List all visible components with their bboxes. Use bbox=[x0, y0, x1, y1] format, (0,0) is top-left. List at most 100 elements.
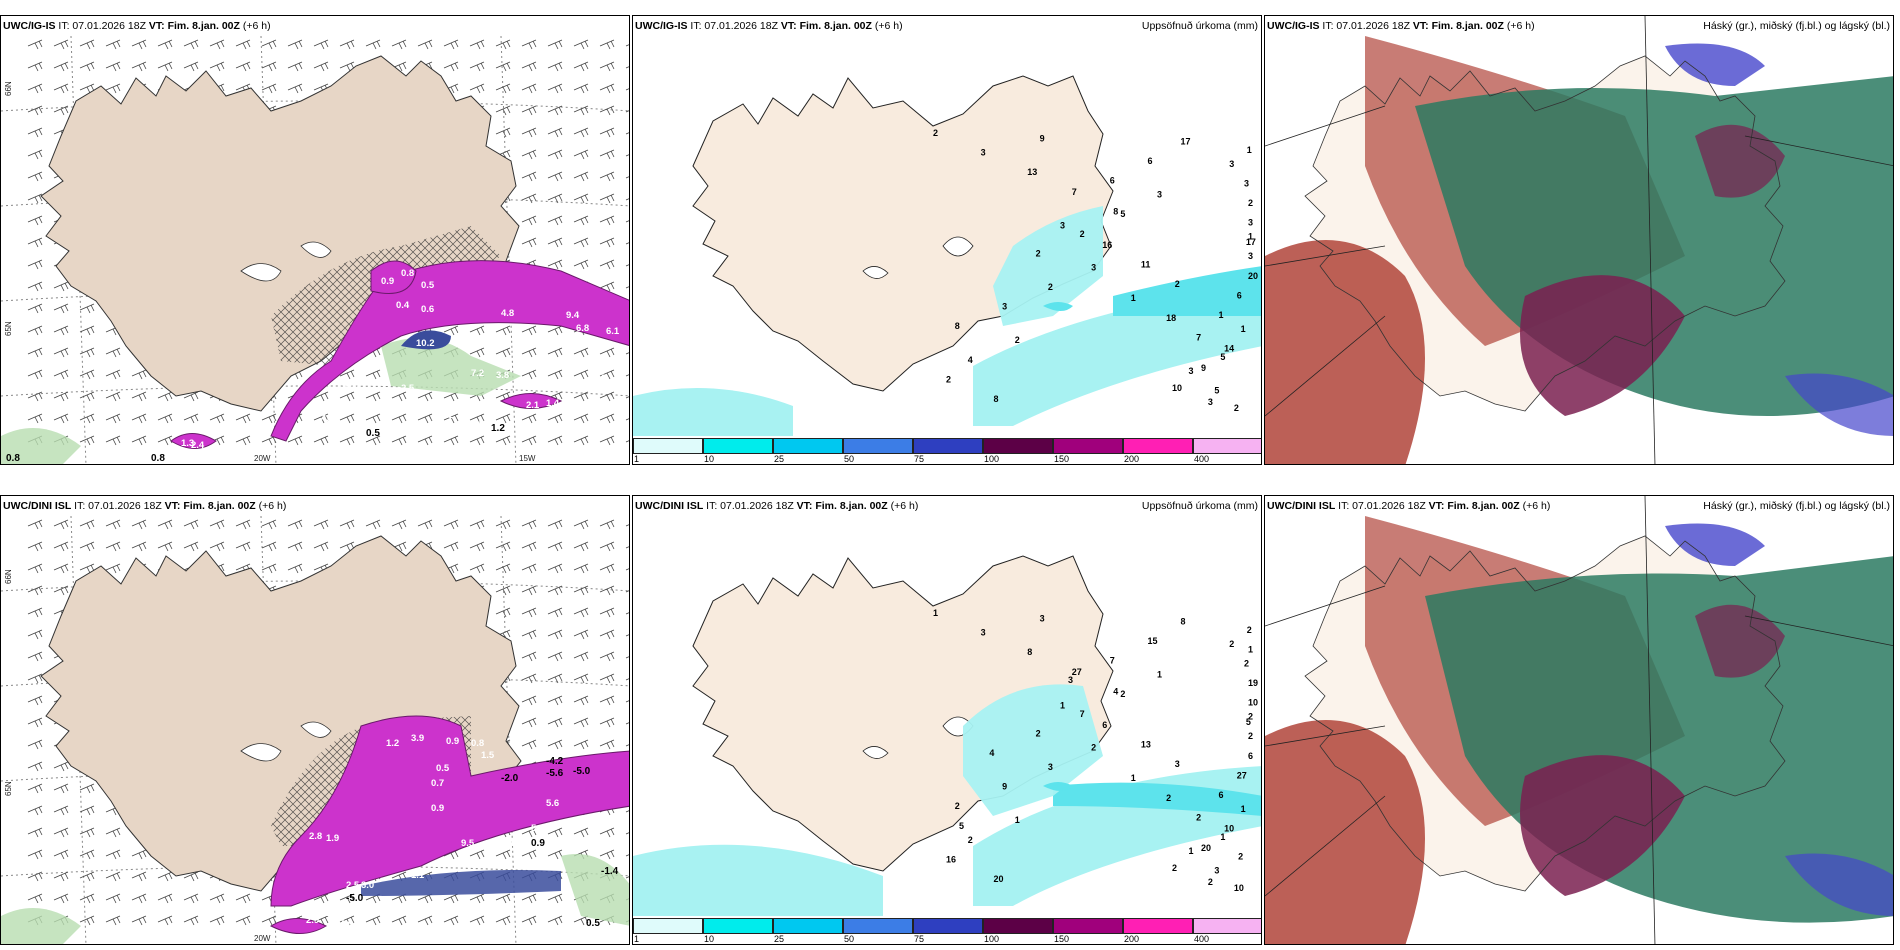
temp-label: -5.0 bbox=[346, 893, 364, 904]
temp-label: 0.5 bbox=[421, 280, 435, 291]
temp-label: 7.2 bbox=[471, 368, 484, 379]
precip-value: 20 bbox=[1248, 271, 1258, 281]
temp-label: 0.9 bbox=[531, 838, 545, 849]
precip-value: 1 bbox=[1218, 310, 1223, 320]
precip-value: 1 bbox=[1241, 804, 1246, 814]
panel-title: UWC/DINI ISL IT: 07.01.2026 18Z VT: Fim.… bbox=[1267, 500, 1551, 512]
colorbar-tick: 100 bbox=[984, 454, 1000, 464]
field-label: Uppsöfnuð úrkoma (mm) bbox=[1141, 20, 1258, 32]
precip-value: 4 bbox=[989, 748, 994, 758]
precip-value: 2 bbox=[1208, 877, 1213, 887]
axis-label: 15W bbox=[519, 454, 536, 463]
colorbar-tick: 100 bbox=[984, 934, 1000, 944]
temp-label: 0.8 bbox=[321, 933, 334, 944]
temp-label: 3.0 bbox=[491, 858, 504, 869]
temp-label: 1.3 bbox=[181, 438, 194, 449]
temp-label: 0.5 bbox=[586, 918, 600, 929]
temp-label: 1.2 bbox=[441, 410, 454, 421]
panel-wind-temp-dini: UWC/DINI ISL IT: 07.01.2026 18Z VT: Fim.… bbox=[0, 495, 630, 945]
map-precip: 1212211121132223322861086161991072151320… bbox=[633, 555, 1261, 916]
precip-value: 16 bbox=[1102, 240, 1112, 250]
temp-label: 0.9 bbox=[431, 803, 444, 814]
colorbar-tick: 25 bbox=[774, 454, 785, 464]
precip-value: 1 bbox=[1060, 700, 1065, 710]
precip-value: 17 bbox=[1180, 136, 1190, 146]
precip-value: 7 bbox=[1080, 709, 1085, 719]
precip-value: 3 bbox=[1248, 218, 1253, 228]
temp-label: -4.2 bbox=[546, 756, 564, 767]
colorbar-swatch bbox=[983, 918, 1053, 934]
temp-label: 0.4 bbox=[396, 300, 410, 311]
temp-label: 0.8 bbox=[6, 453, 20, 464]
map-wind-temp: 0.9 0.8 0.5 0.4 0.6 4.8 9.4 6.8 6.1 10.2 1.7 4.0 2.5… bbox=[1, 35, 629, 464]
precip-value: 2 bbox=[1248, 731, 1253, 741]
precip-value: 1 bbox=[1247, 145, 1252, 155]
panel-title: UWC/IG-IS IT: 07.01.2026 18Z VT: Fim. 8.… bbox=[3, 20, 271, 32]
precip-value: 15 bbox=[1147, 636, 1157, 646]
axis-label: 65N bbox=[4, 321, 13, 336]
precip-value: 1 bbox=[1241, 324, 1246, 334]
precip-value: 2 bbox=[1015, 335, 1020, 345]
temp-label: 2.5 bbox=[346, 880, 360, 891]
panel-precip-dini: UWC/DINI ISL IT: 07.01.2026 18Z VT: Fim.… bbox=[632, 495, 1262, 945]
temp-label: 2.9 bbox=[536, 366, 549, 377]
precip-value: 1 bbox=[933, 608, 938, 618]
temp-label: 0.7 bbox=[431, 778, 444, 789]
colorbar-tick: 10 bbox=[704, 454, 715, 464]
colorbar-tick: 10 bbox=[704, 934, 715, 944]
precip-value: 18 bbox=[1166, 313, 1176, 323]
precip-value: 11 bbox=[1141, 260, 1151, 270]
precip-value: 13 bbox=[1141, 740, 1151, 750]
precip-value: 3 bbox=[981, 628, 986, 638]
temp-label: 3.1 bbox=[306, 903, 320, 914]
precip-value: 1 bbox=[1157, 670, 1162, 680]
temp-label: 0.5 bbox=[436, 763, 450, 774]
temp-label: 1.4 bbox=[546, 398, 560, 409]
precip-value: 3 bbox=[981, 148, 986, 158]
colorbar-swatch bbox=[633, 918, 703, 934]
precip-value: 9 bbox=[1002, 782, 1007, 792]
field-label: Háský (gr.), miðský (fj.bl.) og lágský (… bbox=[1703, 500, 1890, 512]
axis-label: 20W bbox=[254, 454, 271, 463]
temp-label: 4.8 bbox=[501, 308, 514, 319]
precip-value: 13 bbox=[1027, 167, 1037, 177]
colorbar-tick: 75 bbox=[914, 934, 925, 944]
precip-value: 5 bbox=[1214, 386, 1219, 396]
precip-value: 2 bbox=[1248, 712, 1253, 722]
precip-colorbar: 1 10 25 50 75 100 150 200 400 bbox=[633, 916, 1261, 944]
temp-label: 2.8 bbox=[309, 831, 322, 842]
map-precip: 2123333133133432551817161413202232276119… bbox=[633, 75, 1261, 436]
axis-label: 66N bbox=[4, 81, 13, 96]
precip-value: 1 bbox=[1189, 846, 1194, 856]
precip-value: 3 bbox=[1208, 397, 1213, 407]
axis-label: 20W bbox=[254, 934, 271, 943]
colorbar-tick: 400 bbox=[1194, 934, 1210, 944]
panel-title: UWC/DINI ISL IT: 07.01.2026 18Z VT: Fim.… bbox=[3, 500, 287, 512]
precip-value: 3 bbox=[1214, 866, 1219, 876]
precip-value: 3 bbox=[1175, 759, 1180, 769]
colorbar-tick: 150 bbox=[1054, 934, 1070, 944]
colorbar-swatch bbox=[773, 918, 843, 934]
precip-value: 10 bbox=[1172, 383, 1182, 393]
map-clouds bbox=[1265, 16, 1893, 464]
temp-label: 0.8 bbox=[151, 453, 165, 464]
temp-label: 2.1 bbox=[526, 400, 540, 411]
temp-label: 1.9 bbox=[326, 833, 339, 844]
precip-value: 9 bbox=[1040, 134, 1045, 144]
precip-value: 2 bbox=[1166, 793, 1171, 803]
temp-label: 4.0 bbox=[346, 380, 359, 391]
temp-label: 6.1 bbox=[606, 326, 620, 337]
temp-label: 0.8 bbox=[401, 268, 414, 279]
precip-value: 2 bbox=[1234, 403, 1239, 413]
precip-value: 2 bbox=[1175, 279, 1180, 289]
colorbar-swatch bbox=[913, 438, 983, 454]
field-label: Háský (gr.), miðský (fj.bl.) og lágský (… bbox=[1703, 20, 1890, 32]
precip-value: 2 bbox=[1172, 863, 1177, 873]
colorbar-tick: 50 bbox=[844, 454, 855, 464]
colorbar-tick: 50 bbox=[844, 934, 855, 944]
precip-value: 10 bbox=[1248, 698, 1258, 708]
temp-label: 5.6 bbox=[546, 798, 559, 809]
colorbar-swatch bbox=[843, 438, 913, 454]
colorbar-swatch bbox=[703, 438, 773, 454]
precip-value: 2 bbox=[1244, 658, 1249, 668]
